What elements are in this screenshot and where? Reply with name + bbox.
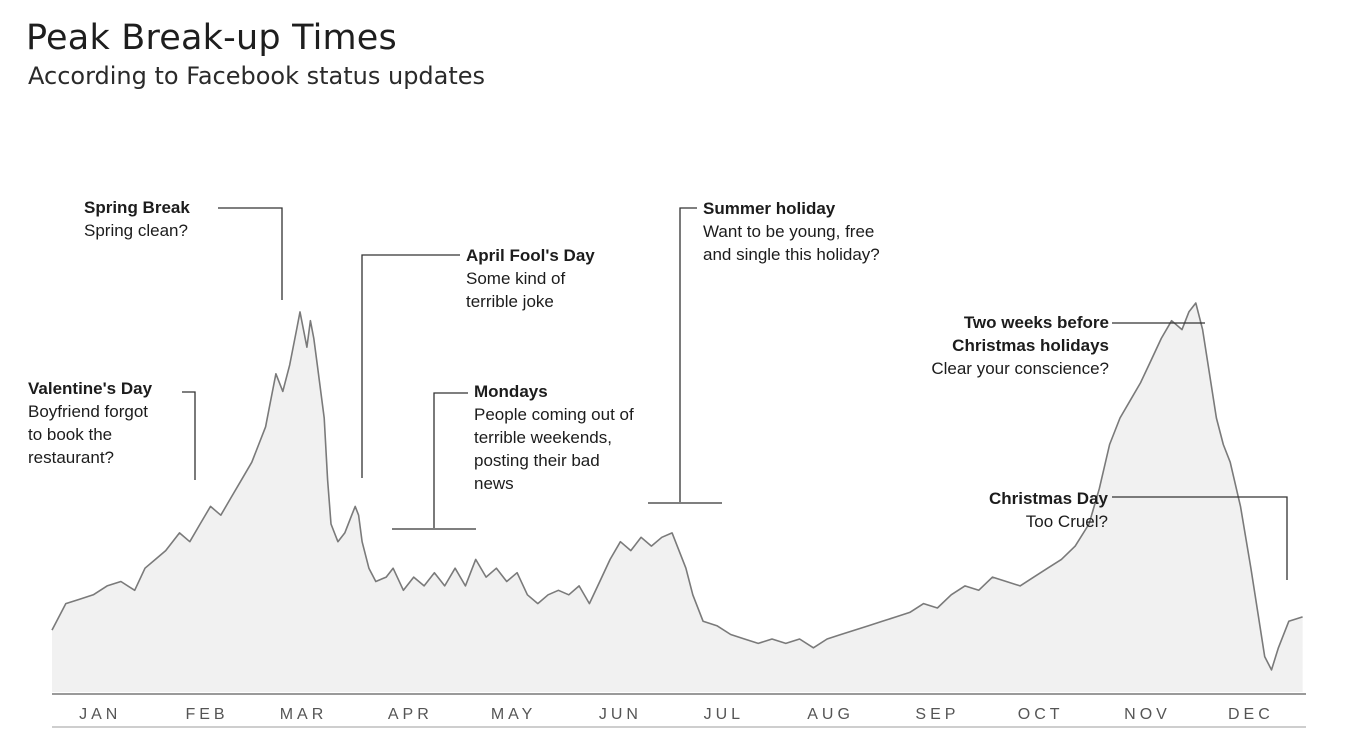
leader-valentines — [182, 391, 196, 480]
annotation-body: Too Cruel? — [1025, 512, 1108, 531]
annotation-title: Spring Break — [84, 198, 190, 217]
chart-title: Peak Break-up Times — [26, 18, 397, 58]
annotation-title: Mondays — [474, 382, 548, 401]
series-area — [52, 303, 1303, 692]
annotation-mondays: Mondays People coming out of terrible we… — [474, 380, 634, 495]
leader-spring-break — [218, 207, 283, 300]
month-label-mar: MAR — [280, 706, 328, 723]
month-label-nov: NOV — [1124, 706, 1171, 723]
annotation-two-weeks-before-christmas: Two weeks before Christmas holidays Clea… — [931, 311, 1109, 380]
month-label-feb: FEB — [185, 706, 228, 723]
month-label-jan: JAN — [79, 706, 121, 723]
annotation-body: Spring clean? — [84, 221, 188, 240]
annotation-april-fools: April Fool's Day Some kind of terrible j… — [466, 244, 595, 313]
series-line — [51, 302, 1303, 671]
leader-april-fools — [361, 254, 460, 478]
x-axis — [52, 693, 1306, 728]
annotation-christmas-day: Christmas Day Too Cruel? — [989, 487, 1108, 533]
leader-summer — [679, 207, 697, 502]
area-layer — [51, 302, 1303, 692]
annotation-title: Summer holiday — [703, 199, 836, 218]
month-ticks: JAN FEB MAR APR MAY JUN JUL AUG SEP OCT NOV DEC — [79, 706, 1274, 723]
month-label-apr: APR — [388, 706, 433, 723]
month-label-dec: DEC — [1228, 706, 1274, 723]
annotation-spring-break: Spring Break Spring clean? — [84, 196, 190, 242]
annotation-body: People coming out of terrible weekends, … — [474, 405, 634, 493]
annotation-body: Want to be young, free and single this h… — [703, 222, 880, 264]
annotation-summer-holiday: Summer holiday Want to be young, free an… — [703, 197, 880, 266]
annotation-title: Valentine's Day — [28, 379, 153, 398]
leader-mondays — [433, 392, 468, 528]
month-label-jun: JUN — [599, 706, 642, 723]
month-label-oct: OCT — [1018, 706, 1064, 723]
annotation-body: Some kind of terrible joke — [466, 269, 566, 311]
month-label-jul: JUL — [704, 706, 744, 723]
month-label-aug: AUG — [807, 706, 854, 723]
leader-christmas — [1112, 496, 1288, 580]
annotation-title: Christmas Day — [988, 489, 1108, 508]
month-label-may: MAY — [491, 706, 536, 723]
annotation-title: Two weeks before Christmas holidays — [952, 313, 1109, 355]
annotation-valentines: Valentine's Day Boyfriend forgot to book… — [28, 377, 152, 469]
annotation-title: April Fool's Day — [466, 246, 595, 265]
chart-subtitle: According to Facebook status updates — [28, 62, 486, 90]
leader-lines — [182, 207, 1288, 580]
annotation-body: Clear your conscience? — [931, 359, 1109, 378]
month-label-sep: SEP — [915, 706, 959, 723]
annotation-body: Boyfriend forgot to book the restaurant? — [28, 402, 149, 467]
